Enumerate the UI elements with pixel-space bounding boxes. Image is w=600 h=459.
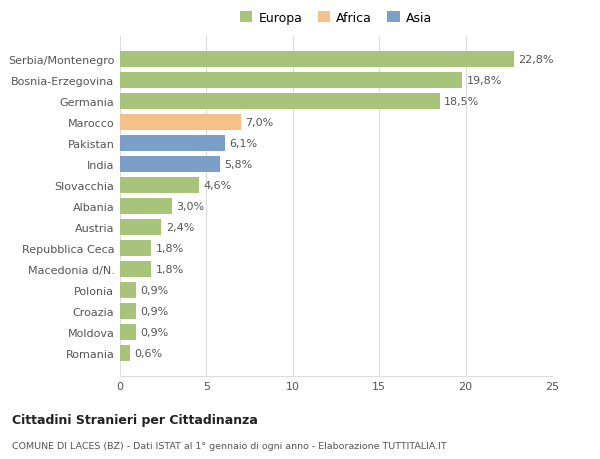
- Text: Cittadini Stranieri per Cittadinanza: Cittadini Stranieri per Cittadinanza: [12, 413, 258, 426]
- Bar: [120, 220, 161, 235]
- Text: 0,6%: 0,6%: [134, 348, 163, 358]
- Bar: [120, 157, 220, 173]
- Text: 22,8%: 22,8%: [518, 55, 554, 65]
- Bar: [120, 325, 136, 340]
- Bar: [120, 94, 440, 110]
- Text: 1,8%: 1,8%: [155, 264, 184, 274]
- Bar: [120, 52, 514, 68]
- Text: 2,4%: 2,4%: [166, 223, 194, 232]
- Text: COMUNE DI LACES (BZ) - Dati ISTAT al 1° gennaio di ogni anno - Elaborazione TUTT: COMUNE DI LACES (BZ) - Dati ISTAT al 1° …: [12, 441, 447, 450]
- Text: 6,1%: 6,1%: [230, 139, 258, 149]
- Text: 4,6%: 4,6%: [204, 181, 232, 190]
- Bar: [120, 262, 151, 277]
- Text: 0,9%: 0,9%: [140, 327, 168, 337]
- Text: 5,8%: 5,8%: [224, 160, 253, 170]
- Text: 0,9%: 0,9%: [140, 306, 168, 316]
- Text: 18,5%: 18,5%: [444, 97, 479, 107]
- Text: 19,8%: 19,8%: [466, 76, 502, 86]
- Text: 1,8%: 1,8%: [155, 243, 184, 253]
- Legend: Europa, Africa, Asia: Europa, Africa, Asia: [238, 9, 434, 27]
- Text: 0,9%: 0,9%: [140, 285, 168, 295]
- Bar: [120, 199, 172, 214]
- Bar: [120, 178, 199, 193]
- Bar: [120, 303, 136, 319]
- Bar: [120, 282, 136, 298]
- Bar: [120, 73, 462, 89]
- Bar: [120, 345, 130, 361]
- Bar: [120, 241, 151, 256]
- Bar: [120, 115, 241, 131]
- Bar: [120, 136, 226, 151]
- Text: 3,0%: 3,0%: [176, 202, 204, 212]
- Text: 7,0%: 7,0%: [245, 118, 274, 128]
